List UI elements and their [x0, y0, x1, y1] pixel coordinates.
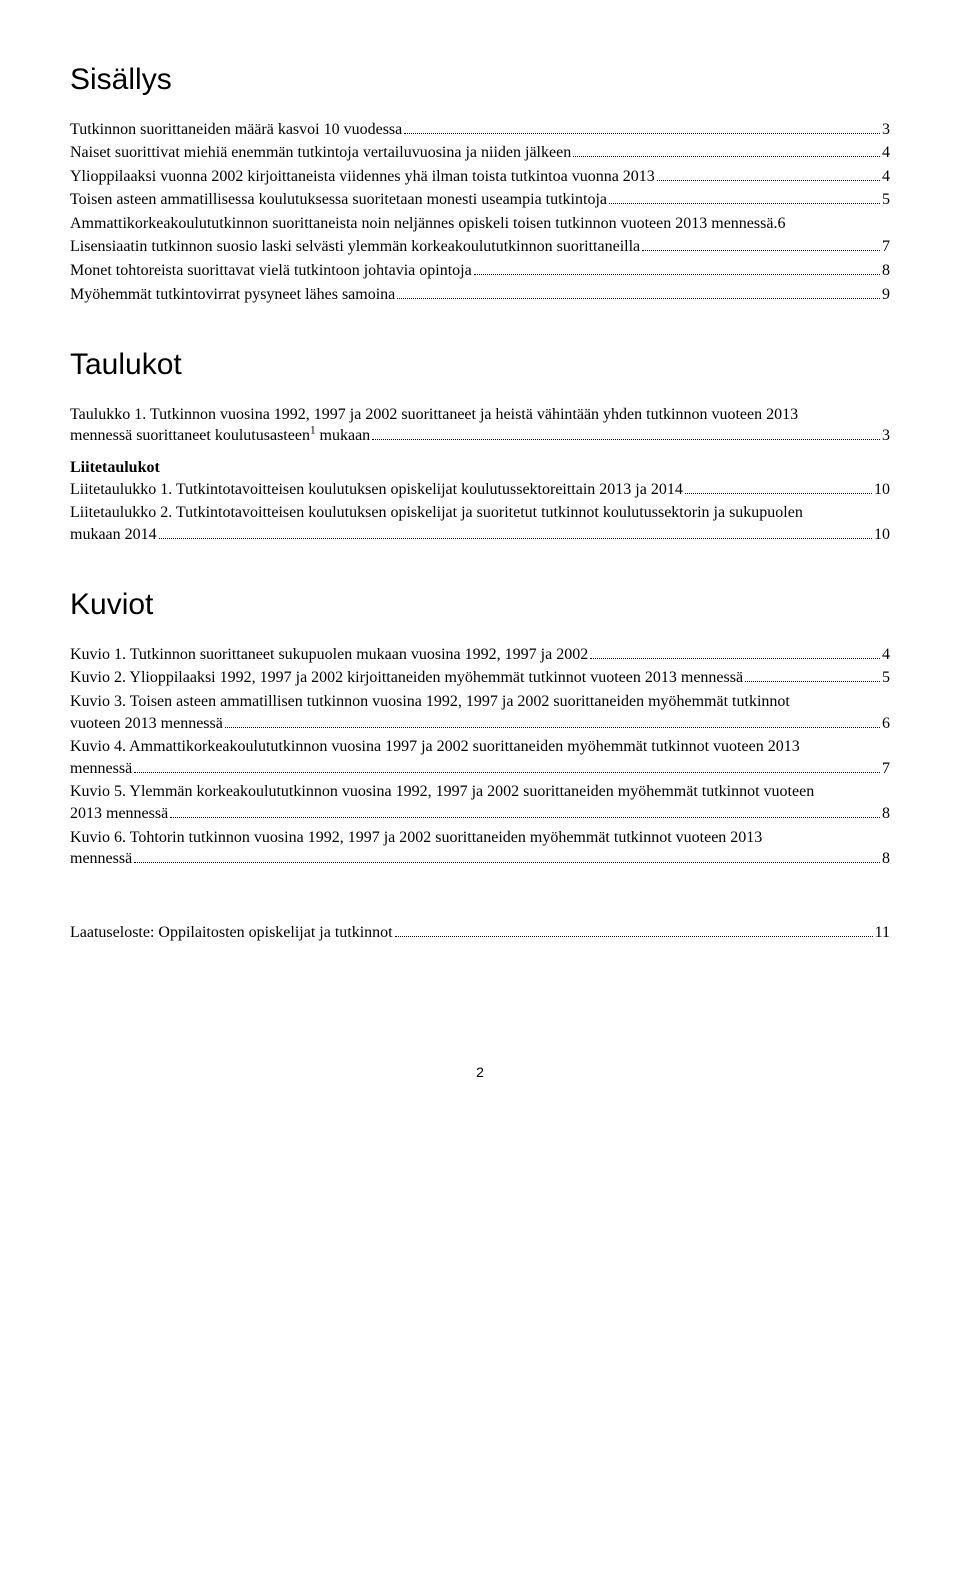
toc-text: Laatuseloste: Oppilaitosten opiskelijat … — [70, 922, 393, 944]
toc-entry: Ylioppilaaksi vuonna 2002 kirjoittaneist… — [70, 166, 890, 188]
toc-text: vuoteen 2013 mennessä — [70, 713, 223, 735]
toc-page: 9 — [882, 284, 890, 306]
toc-dots — [134, 851, 880, 863]
toc-text: Kuvio 1. Tutkinnon suorittaneet sukupuol… — [70, 644, 588, 666]
toc-page: 8 — [882, 848, 890, 870]
toc-entry-laatuseloste: Laatuseloste: Oppilaitosten opiskelijat … — [70, 922, 890, 944]
toc-text: Toisen asteen ammatillisessa koulutukses… — [70, 189, 607, 211]
toc-entry: Liitetaulukko 1. Tutkintotavoitteisen ko… — [70, 479, 890, 501]
toc-page: 8 — [882, 803, 890, 825]
heading-kuviot: Kuviot — [70, 585, 890, 626]
toc-page: 11 — [875, 922, 890, 944]
toc-page: 10 — [874, 524, 890, 546]
toc-entry: Kuvio 3. Toisen asteen ammatillisen tutk… — [70, 691, 890, 734]
toc-page: 5 — [882, 189, 890, 211]
toc-page: 7 — [882, 758, 890, 780]
liitetaulukot-list: Liitetaulukko 1. Tutkintotavoitteisen ko… — [70, 479, 890, 546]
toc-dots — [170, 806, 880, 818]
toc-text: Kuvio 2. Ylioppilaaksi 1992, 1997 ja 200… — [70, 667, 743, 689]
toc-dots — [590, 647, 880, 659]
toc-text: Ammattikorkeakoulututkinnon suorittaneis… — [70, 213, 785, 235]
taulukot-list: Taulukko 1. Tutkinnon vuosina 1992, 1997… — [70, 404, 890, 447]
spacer — [70, 872, 890, 922]
toc-entry: Myöhemmät tutkintovirrat pysyneet lähes … — [70, 284, 890, 306]
toc-text-pre: mennessä suorittaneet koulutusasteen — [70, 427, 310, 444]
heading-taulukot: Taulukot — [70, 345, 890, 386]
toc-page: 3 — [882, 119, 890, 141]
toc-dots — [685, 481, 872, 493]
toc-dots — [657, 169, 880, 181]
heading-liitetaulukot: Liitetaulukot — [70, 457, 890, 479]
toc-entry: Toisen asteen ammatillisessa koulutukses… — [70, 189, 890, 211]
toc-text-post: mukaan — [316, 427, 371, 444]
toc-text: Monet tohtoreista suorittavat vielä tutk… — [70, 260, 472, 282]
toc-text: mukaan 2014 — [70, 524, 157, 546]
kuviot-list: Kuvio 1. Tutkinnon suorittaneet sukupuol… — [70, 644, 890, 870]
toc-text: Kuvio 5. Ylemmän korkeakoulututkinnon vu… — [70, 781, 890, 803]
toc-entry: Lisensiaatin tutkinnon suosio laski selv… — [70, 236, 890, 258]
toc-dots — [745, 670, 880, 682]
toc-text: Kuvio 6. Tohtorin tutkinnon vuosina 1992… — [70, 827, 890, 849]
toc-dots — [397, 286, 880, 298]
toc-text: Liitetaulukko 1. Tutkintotavoitteisen ko… — [70, 479, 683, 501]
toc-text: mennessä suorittaneet koulutusasteen1 mu… — [70, 425, 370, 447]
toc-page: 4 — [882, 644, 890, 666]
toc-page: 7 — [882, 236, 890, 258]
toc-dots — [474, 263, 880, 275]
toc-entry: Tutkinnon suorittaneiden määrä kasvoi 10… — [70, 119, 890, 141]
toc-page: 8 — [882, 260, 890, 282]
toc-dots — [404, 121, 880, 133]
toc-dots — [159, 527, 872, 539]
toc-text: Kuvio 3. Toisen asteen ammatillisen tutk… — [70, 691, 890, 713]
toc-text: Lisensiaatin tutkinnon suosio laski selv… — [70, 236, 640, 258]
toc-dots — [225, 715, 880, 727]
toc-entry: Ammattikorkeakoulututkinnon suorittaneis… — [70, 213, 890, 235]
toc-entry: Kuvio 1. Tutkinnon suorittaneet sukupuol… — [70, 644, 890, 666]
toc-entry: Kuvio 6. Tohtorin tutkinnon vuosina 1992… — [70, 827, 890, 870]
toc-page: 4 — [882, 166, 890, 188]
toc-dots — [573, 145, 880, 157]
toc-text: Myöhemmät tutkintovirrat pysyneet lähes … — [70, 284, 395, 306]
toc-entry: Liitetaulukko 2. Tutkintotavoitteisen ko… — [70, 502, 890, 545]
toc-entry: Taulukko 1. Tutkinnon vuosina 1992, 1997… — [70, 404, 890, 447]
toc-text: mennessä — [70, 848, 132, 870]
heading-sisallys: Sisällys — [70, 60, 890, 101]
toc-text: mennessä — [70, 758, 132, 780]
toc-entry: Naiset suorittivat miehiä enemmän tutkin… — [70, 142, 890, 164]
page-number: 2 — [70, 1063, 890, 1082]
toc-text: Kuvio 4. Ammattikorkeakoulututkinnon vuo… — [70, 736, 890, 758]
toc-text: 2013 mennessä — [70, 803, 168, 825]
toc-page: 4 — [882, 142, 890, 164]
toc-page: 10 — [874, 479, 890, 501]
toc-page: 6 — [882, 713, 890, 735]
toc-text: Tutkinnon suorittaneiden määrä kasvoi 10… — [70, 119, 402, 141]
toc-dots — [395, 925, 873, 937]
toc-page: 5 — [882, 667, 890, 689]
toc-entry: Kuvio 4. Ammattikorkeakoulututkinnon vuo… — [70, 736, 890, 779]
toc-dots — [372, 428, 880, 440]
toc-dots — [609, 192, 880, 204]
toc-dots — [134, 761, 880, 773]
toc-text: Liitetaulukko 2. Tutkintotavoitteisen ko… — [70, 502, 890, 524]
toc-page: 3 — [882, 425, 890, 447]
toc-entry: Kuvio 5. Ylemmän korkeakoulututkinnon vu… — [70, 781, 890, 824]
toc-text: Ylioppilaaksi vuonna 2002 kirjoittaneist… — [70, 166, 655, 188]
sisallys-list: Tutkinnon suorittaneiden määrä kasvoi 10… — [70, 119, 890, 306]
toc-entry: Kuvio 2. Ylioppilaaksi 1992, 1997 ja 200… — [70, 667, 890, 689]
toc-text: Taulukko 1. Tutkinnon vuosina 1992, 1997… — [70, 404, 890, 426]
toc-dots — [642, 239, 880, 251]
toc-text: Naiset suorittivat miehiä enemmän tutkin… — [70, 142, 571, 164]
toc-entry: Monet tohtoreista suorittavat vielä tutk… — [70, 260, 890, 282]
